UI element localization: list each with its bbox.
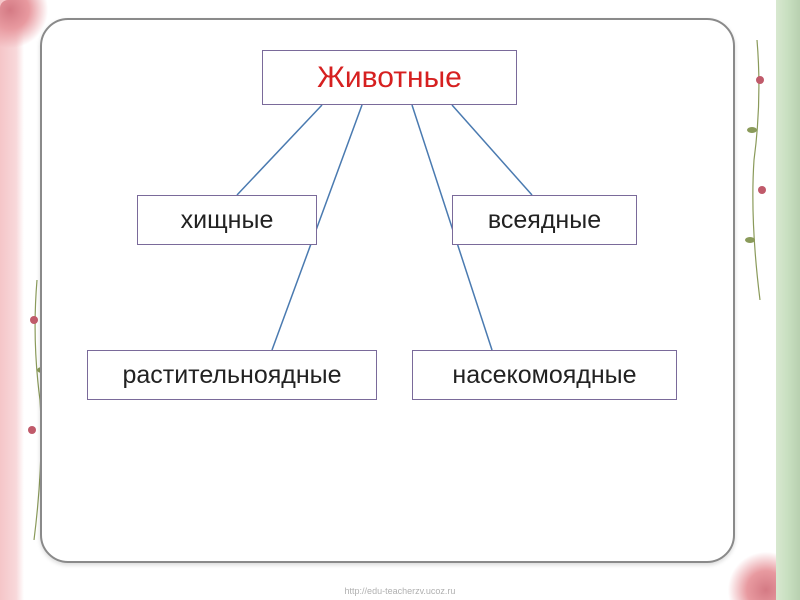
floral-decor-right	[742, 40, 772, 300]
right-decor-bar	[776, 0, 800, 600]
footer-url: http://edu-teacherzv.ucoz.ru	[345, 586, 456, 596]
child-node-1: хищные	[137, 195, 317, 245]
corner-ornament-br	[721, 545, 776, 600]
edge-1	[237, 105, 322, 195]
root-node: Животные	[262, 50, 517, 105]
child-node-4: насекомоядные	[412, 350, 677, 400]
content-panel: Животные хищные всеядные растительноядны…	[40, 18, 735, 563]
slide-frame: Животные хищные всеядные растительноядны…	[0, 0, 800, 600]
child-node-2: всеядные	[452, 195, 637, 245]
edge-4	[452, 105, 532, 195]
child-node-3: растительноядные	[87, 350, 377, 400]
